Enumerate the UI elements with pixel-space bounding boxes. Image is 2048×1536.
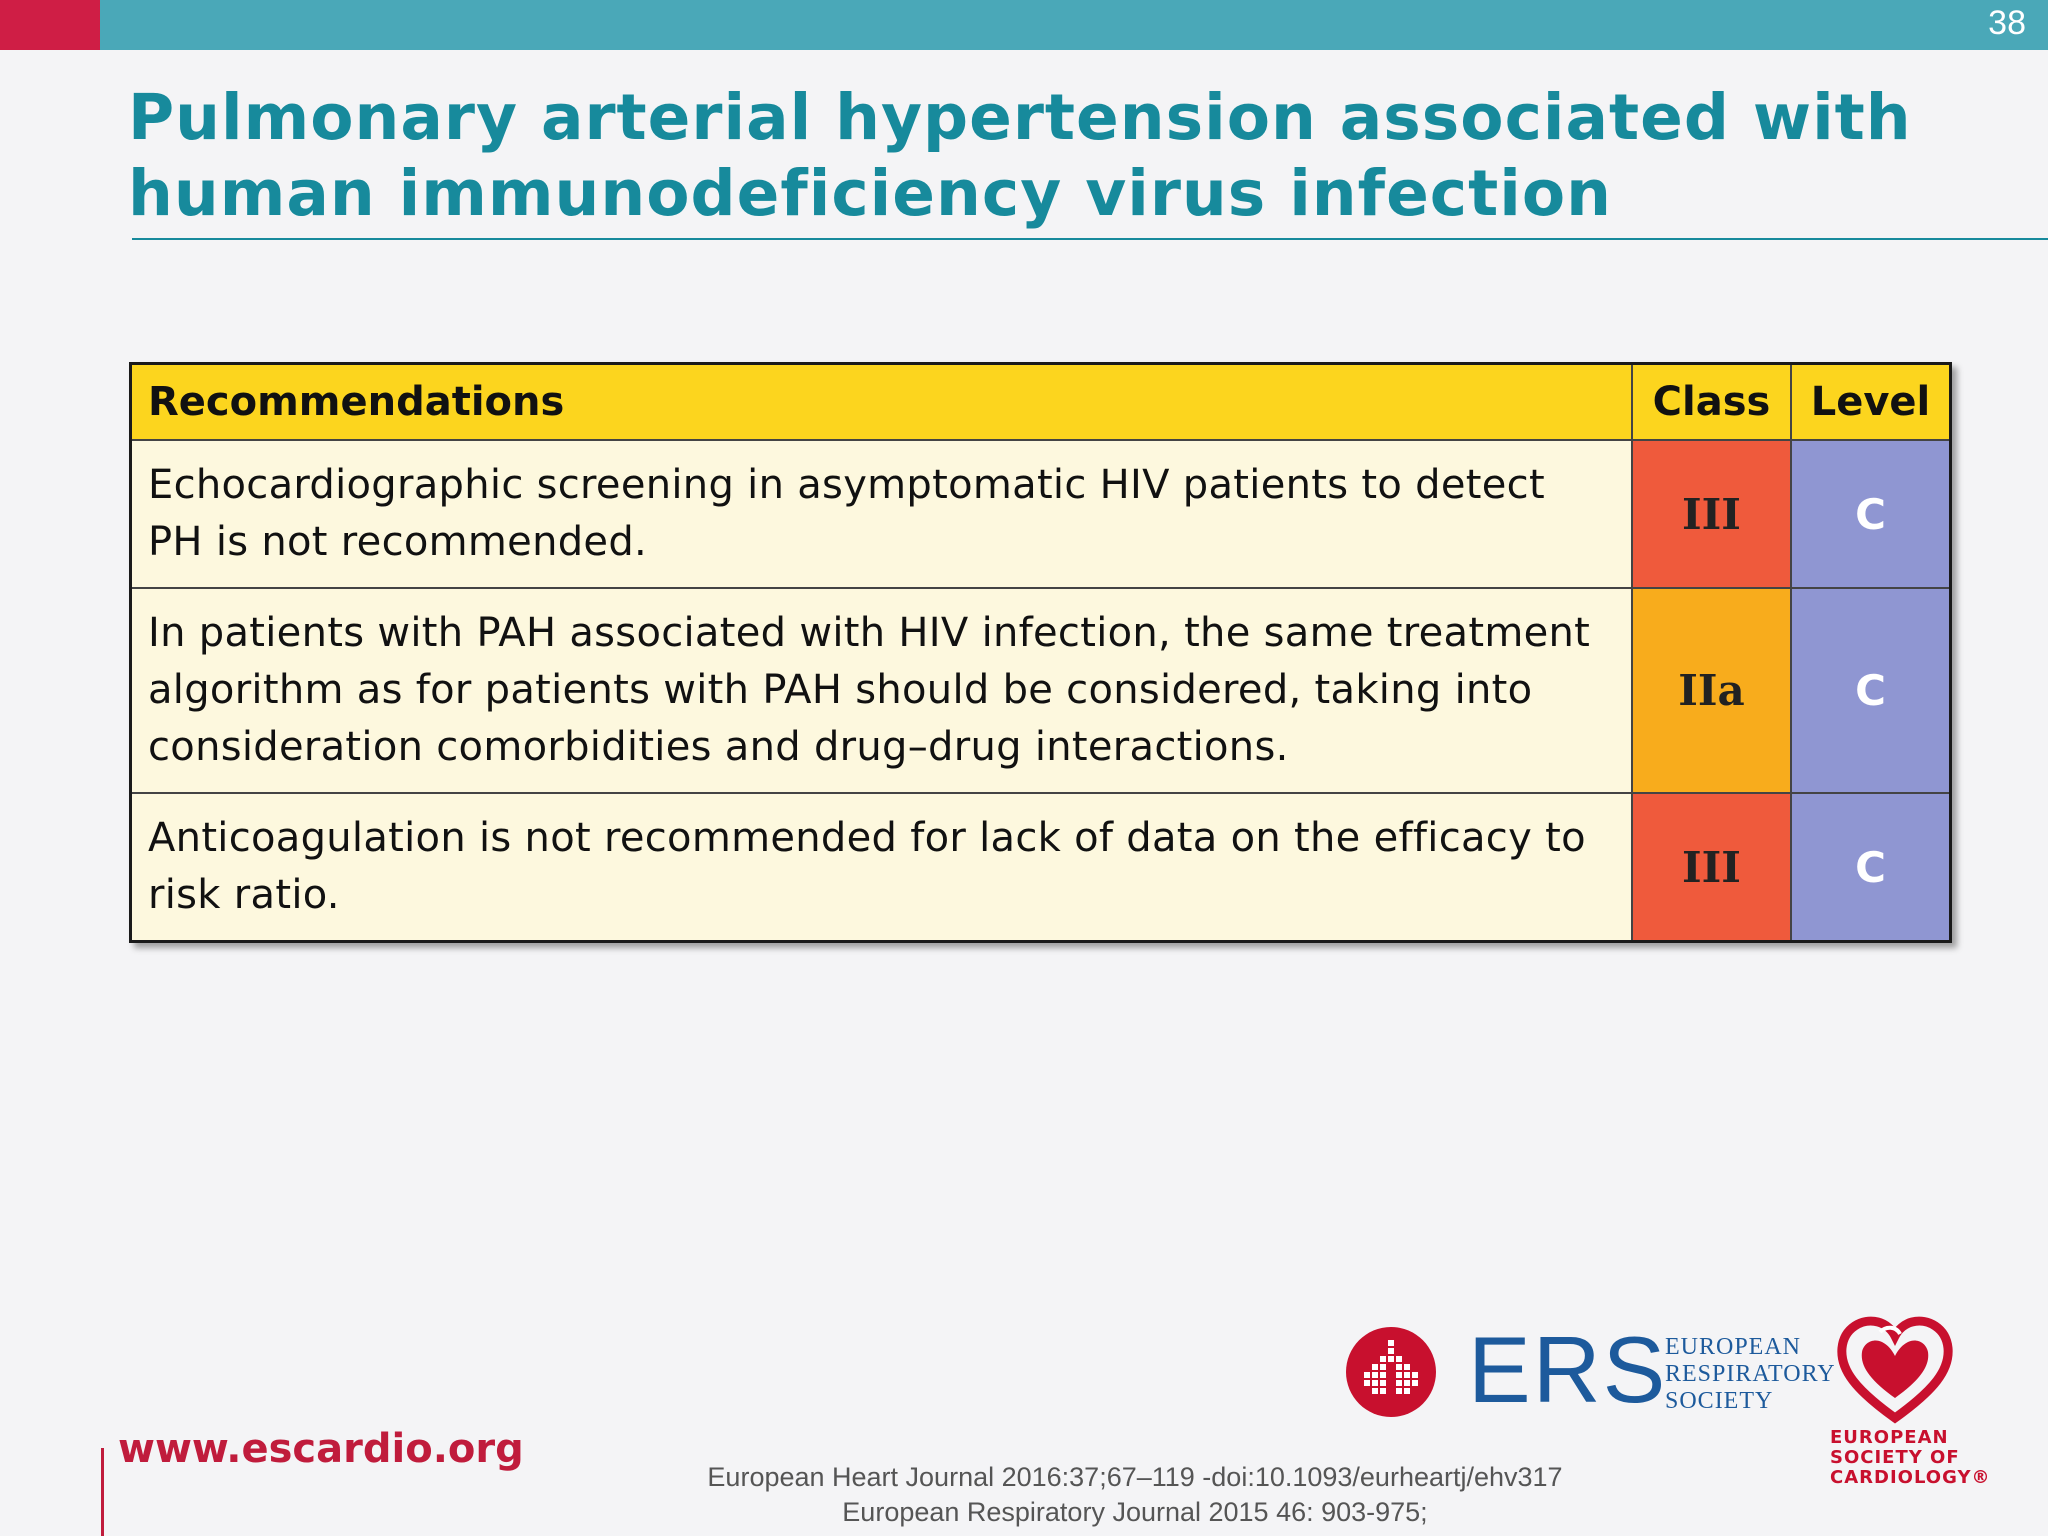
references: European Heart Journal 2016:37;67–119 -d…	[560, 1460, 1710, 1530]
title-line-1: Pulmonary arterial hypertension associat…	[128, 81, 1912, 154]
esc-name-line: CARDIOLOGY®	[1830, 1467, 1991, 1488]
table-row: Anticoagulation is not recommended for l…	[129, 792, 1952, 943]
ers-lungs-icon	[1346, 1327, 1436, 1417]
esc-name-line: EUROPEAN	[1830, 1427, 1949, 1448]
ers-society-name: EUROPEAN RESPIRATORY SOCIETY	[1665, 1334, 1836, 1415]
class-cell: III	[1631, 439, 1792, 589]
table-row: In patients with PAH associated with HIV…	[129, 587, 1952, 794]
ers-name-line: RESPIRATORY	[1665, 1361, 1836, 1387]
header-recommendations: Recommendations	[129, 362, 1633, 441]
recommendation-text: Anticoagulation is not recommended for l…	[129, 792, 1633, 943]
recommendations-table: Recommendations Class Level Echocardiogr…	[129, 362, 1952, 943]
ers-name-line: EUROPEAN	[1665, 1334, 1802, 1360]
title-underline	[132, 238, 2048, 240]
level-cell: C	[1790, 792, 1952, 943]
table-row: Echocardiographic screening in asymptoma…	[129, 439, 1952, 589]
table-header-row: Recommendations Class Level	[129, 362, 1952, 441]
level-cell: C	[1790, 439, 1952, 589]
top-bar	[0, 0, 2048, 50]
slide-number: 38	[1988, 4, 2026, 42]
reference-line: European Heart Journal 2016:37;67–119 -d…	[707, 1462, 1563, 1492]
esc-logo-text: EUROPEAN SOCIETY OF CARDIOLOGY®	[1830, 1427, 1991, 1488]
esc-name-line: SOCIETY OF	[1830, 1447, 1960, 1468]
class-cell: III	[1631, 792, 1792, 943]
slide-title: Pulmonary arterial hypertension associat…	[128, 80, 2008, 232]
ers-name-line: SOCIETY	[1665, 1388, 1774, 1414]
esc-heart-icon	[1837, 1316, 1953, 1424]
title-line-2: human immunodeficiency virus infection	[128, 157, 1612, 230]
header-class: Class	[1631, 362, 1792, 441]
website-link[interactable]: www.escardio.org	[118, 1426, 524, 1472]
reference-line: European Respiratory Journal 2015 46: 90…	[842, 1497, 1428, 1527]
class-cell: IIa	[1631, 587, 1792, 794]
recommendation-text: In patients with PAH associated with HIV…	[129, 587, 1633, 794]
header-level: Level	[1790, 362, 1952, 441]
recommendation-text: Echocardiographic screening in asymptoma…	[129, 439, 1633, 589]
level-cell: C	[1790, 587, 1952, 794]
top-bar-accent	[0, 0, 100, 50]
ers-logo-text: ERS	[1468, 1317, 1668, 1422]
footer-divider	[101, 1448, 104, 1536]
